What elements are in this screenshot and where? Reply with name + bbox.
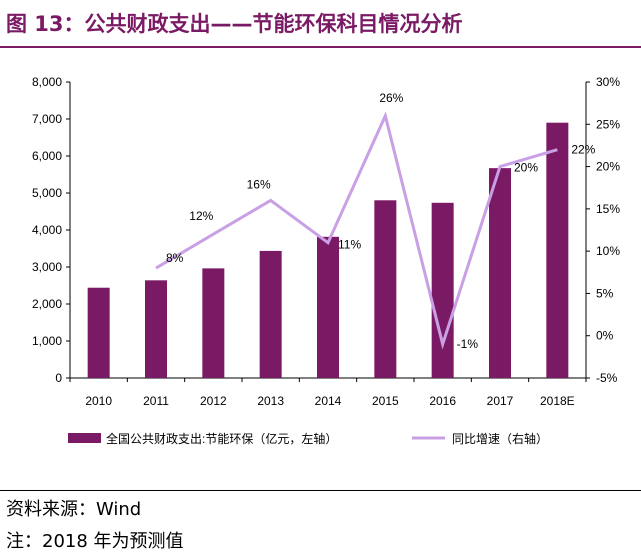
x-tick-label: 2017 [487,394,514,408]
data-label: 26% [379,91,403,105]
source-note: 资料来源：Wind [6,499,142,520]
bar [317,236,339,378]
chart-axes: 0 1,000 2,000 3,000 4,000 5,000 6,000 7,000 8,00… [32,75,620,408]
x-tick-label: 2016 [429,394,456,408]
title-divider [0,46,641,48]
y-left-tick-label: 3,000 [32,260,62,274]
bar [374,200,397,378]
y-left-tick-label: 0 [55,371,62,385]
y-right-tick-label: -5% [596,371,618,385]
y-right-tick-label: 25% [596,117,620,131]
y-left-tick-label: 2,000 [32,297,62,311]
legend-label-bar: 全国公共财政支出:节能环保（亿元，左轴） [106,431,337,446]
y-left-tick-label: 4,000 [32,223,62,237]
data-label: 22% [571,143,595,157]
bar [87,287,110,378]
x-tick-label: 2010 [85,394,112,408]
data-label: -1% [457,337,479,351]
footnote: 注：2018 年为预测值 [6,531,184,552]
legend-label-line: 同比增速（右轴） [452,431,548,446]
x-tick-label: 2013 [257,394,284,408]
y-right-tick-label: 30% [596,75,620,89]
bar [259,250,282,378]
x-tick-label: 2015 [372,394,399,408]
bar [202,268,225,378]
y-left-tick-label: 1,000 [32,334,62,348]
data-label: 12% [189,209,213,223]
data-label: 11% [338,238,361,252]
x-tick-label: 2011 [143,394,169,408]
chart-title: 图 13：公共财政支出——节能环保科目情况分析 [6,12,463,36]
x-tick-label: 2014 [315,394,342,408]
chart: 0 1,000 2,000 3,000 4,000 5,000 6,000 7,000 8,00… [32,75,620,446]
y-right-tick-label: 15% [596,202,620,216]
x-tick-label: 2018E [540,394,575,408]
footer-divider [0,490,641,491]
y-left-tick-label: 6,000 [32,149,62,163]
bar [145,280,167,378]
bar [431,202,454,378]
y-right-tick-label: 0% [596,329,614,343]
bar-series [87,122,569,378]
growth-line [155,111,558,350]
legend-swatch-bar [68,433,101,443]
data-label: 16% [247,177,271,191]
y-right-tick-label: 5% [596,286,614,300]
bar [546,122,569,378]
y-right-tick-label: 20% [596,160,620,174]
data-label: 20% [514,161,538,175]
line-series: 8% 12% 16% 11% 26% -1% 20% 22% [155,91,596,351]
y-right-tick-label: 10% [596,244,620,258]
data-label: 8% [166,251,184,265]
x-tick-label: 2012 [200,394,227,408]
legend: 全国公共财政支出:节能环保（亿元，左轴） 同比增速（右轴） [68,431,548,446]
y-left-tick-label: 8,000 [32,75,62,89]
y-left-tick-label: 5,000 [32,186,62,200]
bar [489,168,511,378]
y-left-tick-label: 7,000 [32,112,62,126]
